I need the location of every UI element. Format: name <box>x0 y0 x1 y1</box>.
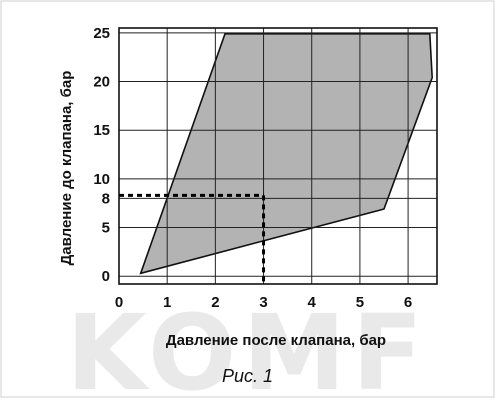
x-tick-label: 3 <box>259 294 267 311</box>
y-tick-label: 0 <box>102 268 110 285</box>
y-tick-label: 25 <box>93 25 110 42</box>
chart-svg: 0 5 8 10 15 20 25 0 1 2 3 4 5 6 Давление до клапана, … <box>0 0 495 398</box>
x-axis-label: Давление после клапана, бар <box>166 332 386 349</box>
y-tick-label: 20 <box>93 74 110 91</box>
plot-area: 0 5 8 10 15 20 25 0 1 2 3 4 5 6 <box>93 25 438 311</box>
y-tick-label: 15 <box>93 122 110 139</box>
x-tick-label: 0 <box>115 294 123 311</box>
x-tick-label: 4 <box>308 294 317 311</box>
figure-border <box>0 0 495 398</box>
y-tick-label: 10 <box>93 171 110 188</box>
x-tick-label: 1 <box>163 294 171 311</box>
x-tick-label: 2 <box>211 294 219 311</box>
y-tick-label: 5 <box>102 220 110 237</box>
y-tick-label: 8 <box>102 190 110 207</box>
figure-caption: Рис. 1 <box>221 366 274 386</box>
y-axis-label: Давление до клапана, бар <box>58 71 75 266</box>
x-tick-label: 6 <box>404 294 412 311</box>
x-tick-label: 5 <box>356 294 364 311</box>
watermark: KOMF <box>66 292 429 414</box>
plot-frame <box>118 27 438 285</box>
operating-region <box>139 32 434 275</box>
